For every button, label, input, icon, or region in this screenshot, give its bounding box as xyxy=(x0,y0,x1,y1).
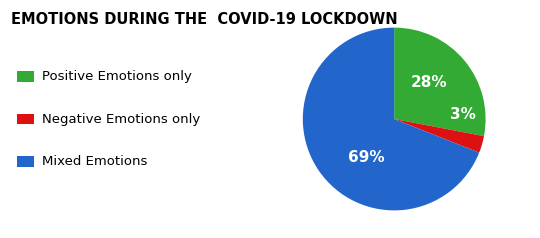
Wedge shape xyxy=(303,28,479,210)
Text: 3%: 3% xyxy=(450,107,476,122)
Text: Negative Emotions only: Negative Emotions only xyxy=(42,113,200,125)
Text: 69%: 69% xyxy=(348,150,385,165)
Text: EMOTIONS DURING THE  COVID-19 LOCKDOWN: EMOTIONS DURING THE COVID-19 LOCKDOWN xyxy=(11,12,397,27)
Wedge shape xyxy=(394,28,485,136)
Wedge shape xyxy=(394,119,484,153)
Text: Mixed Emotions: Mixed Emotions xyxy=(42,155,147,168)
Bar xyxy=(17,71,34,81)
Bar xyxy=(17,114,34,124)
Text: Positive Emotions only: Positive Emotions only xyxy=(42,70,192,83)
Bar xyxy=(17,157,34,167)
Text: 28%: 28% xyxy=(410,75,447,90)
